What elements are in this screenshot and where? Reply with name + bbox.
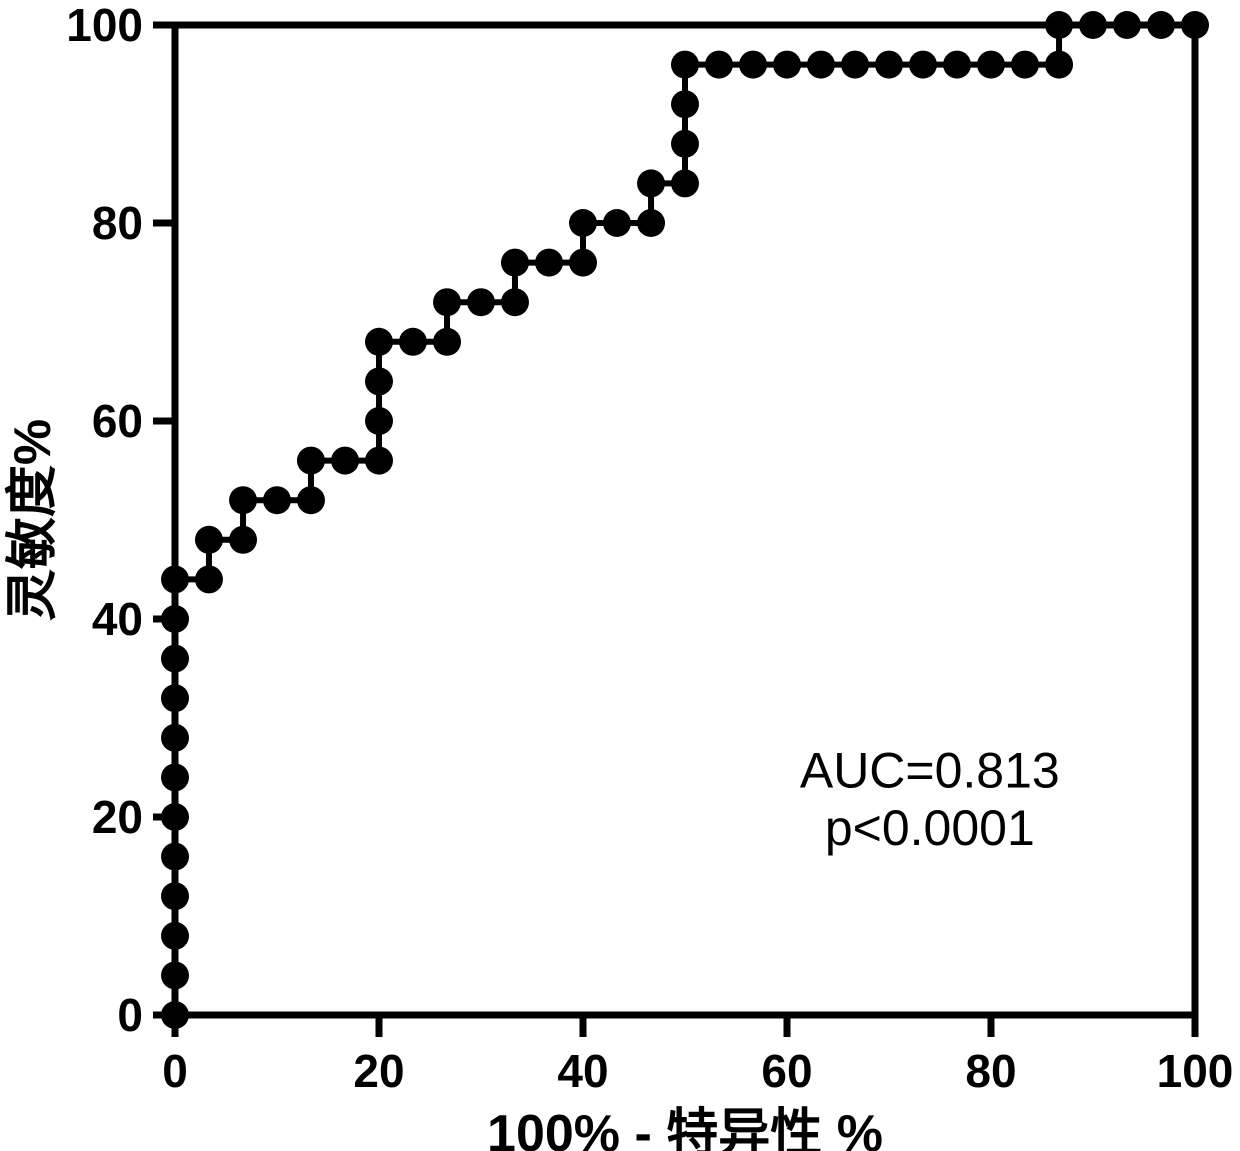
roc-marker bbox=[535, 249, 563, 277]
roc-marker bbox=[365, 328, 393, 356]
roc-marker bbox=[365, 367, 393, 395]
roc-marker bbox=[467, 288, 495, 316]
roc-marker bbox=[1181, 11, 1209, 39]
roc-marker bbox=[569, 209, 597, 237]
roc-marker bbox=[603, 209, 631, 237]
roc-marker bbox=[501, 288, 529, 316]
roc-marker bbox=[161, 645, 189, 673]
roc-marker bbox=[671, 90, 699, 118]
roc-marker bbox=[807, 51, 835, 79]
roc-marker bbox=[161, 843, 189, 871]
roc-marker bbox=[399, 328, 427, 356]
roc-marker bbox=[433, 288, 461, 316]
y-tick-label: 60 bbox=[92, 395, 143, 447]
chart-annotation: AUC=0.813 bbox=[800, 742, 1060, 798]
roc-marker bbox=[1045, 11, 1073, 39]
y-tick-label: 20 bbox=[92, 791, 143, 843]
roc-chart: 0 20 40 60 80 100 0 20 40 60 80 100 100% - 特异性 % 灵敏度%… bbox=[0, 0, 1240, 1151]
roc-marker bbox=[1147, 11, 1175, 39]
roc-svg: 0 20 40 60 80 100 0 20 40 60 80 100 100% - 特异性 % 灵敏度%… bbox=[0, 0, 1240, 1151]
roc-marker bbox=[671, 130, 699, 158]
y-tick-label: 40 bbox=[92, 593, 143, 645]
roc-marker bbox=[671, 169, 699, 197]
roc-marker bbox=[1011, 51, 1039, 79]
roc-marker bbox=[433, 328, 461, 356]
roc-marker bbox=[773, 51, 801, 79]
roc-marker bbox=[161, 1001, 189, 1029]
y-tick-label: 0 bbox=[117, 989, 143, 1041]
roc-marker bbox=[671, 51, 699, 79]
roc-marker bbox=[569, 249, 597, 277]
roc-marker bbox=[637, 169, 665, 197]
roc-marker bbox=[365, 407, 393, 435]
roc-marker bbox=[1079, 11, 1107, 39]
roc-marker bbox=[297, 447, 325, 475]
roc-marker bbox=[909, 51, 937, 79]
x-tick-label: 40 bbox=[557, 1045, 608, 1097]
roc-marker bbox=[161, 763, 189, 791]
chart-annotation: p<0.0001 bbox=[825, 800, 1035, 856]
roc-marker bbox=[1113, 11, 1141, 39]
roc-marker bbox=[1045, 51, 1073, 79]
roc-marker bbox=[161, 605, 189, 633]
roc-marker bbox=[195, 565, 223, 593]
roc-marker bbox=[705, 51, 733, 79]
roc-marker bbox=[501, 249, 529, 277]
x-tick-label: 80 bbox=[965, 1045, 1016, 1097]
x-axis-label: 100% - 特异性 % bbox=[487, 1105, 883, 1151]
roc-marker bbox=[331, 447, 359, 475]
roc-marker bbox=[739, 51, 767, 79]
roc-marker bbox=[943, 51, 971, 79]
x-tick-label: 60 bbox=[761, 1045, 812, 1097]
roc-marker bbox=[161, 961, 189, 989]
roc-marker bbox=[229, 486, 257, 514]
roc-marker bbox=[195, 526, 223, 554]
y-tick-label: 100 bbox=[66, 0, 143, 51]
roc-marker bbox=[229, 526, 257, 554]
roc-marker bbox=[297, 486, 325, 514]
roc-marker bbox=[637, 209, 665, 237]
x-tick-label: 0 bbox=[162, 1045, 188, 1097]
x-tick-label: 20 bbox=[353, 1045, 404, 1097]
roc-marker bbox=[977, 51, 1005, 79]
roc-marker bbox=[841, 51, 869, 79]
roc-marker bbox=[161, 724, 189, 752]
roc-marker bbox=[161, 922, 189, 950]
roc-marker bbox=[161, 684, 189, 712]
x-tick-label: 100 bbox=[1157, 1045, 1234, 1097]
roc-marker bbox=[161, 803, 189, 831]
roc-marker bbox=[161, 565, 189, 593]
y-axis-label: 灵敏度% bbox=[4, 419, 62, 621]
roc-marker bbox=[161, 882, 189, 910]
y-tick-label: 80 bbox=[92, 197, 143, 249]
roc-marker bbox=[875, 51, 903, 79]
roc-marker bbox=[365, 447, 393, 475]
roc-marker bbox=[263, 486, 291, 514]
